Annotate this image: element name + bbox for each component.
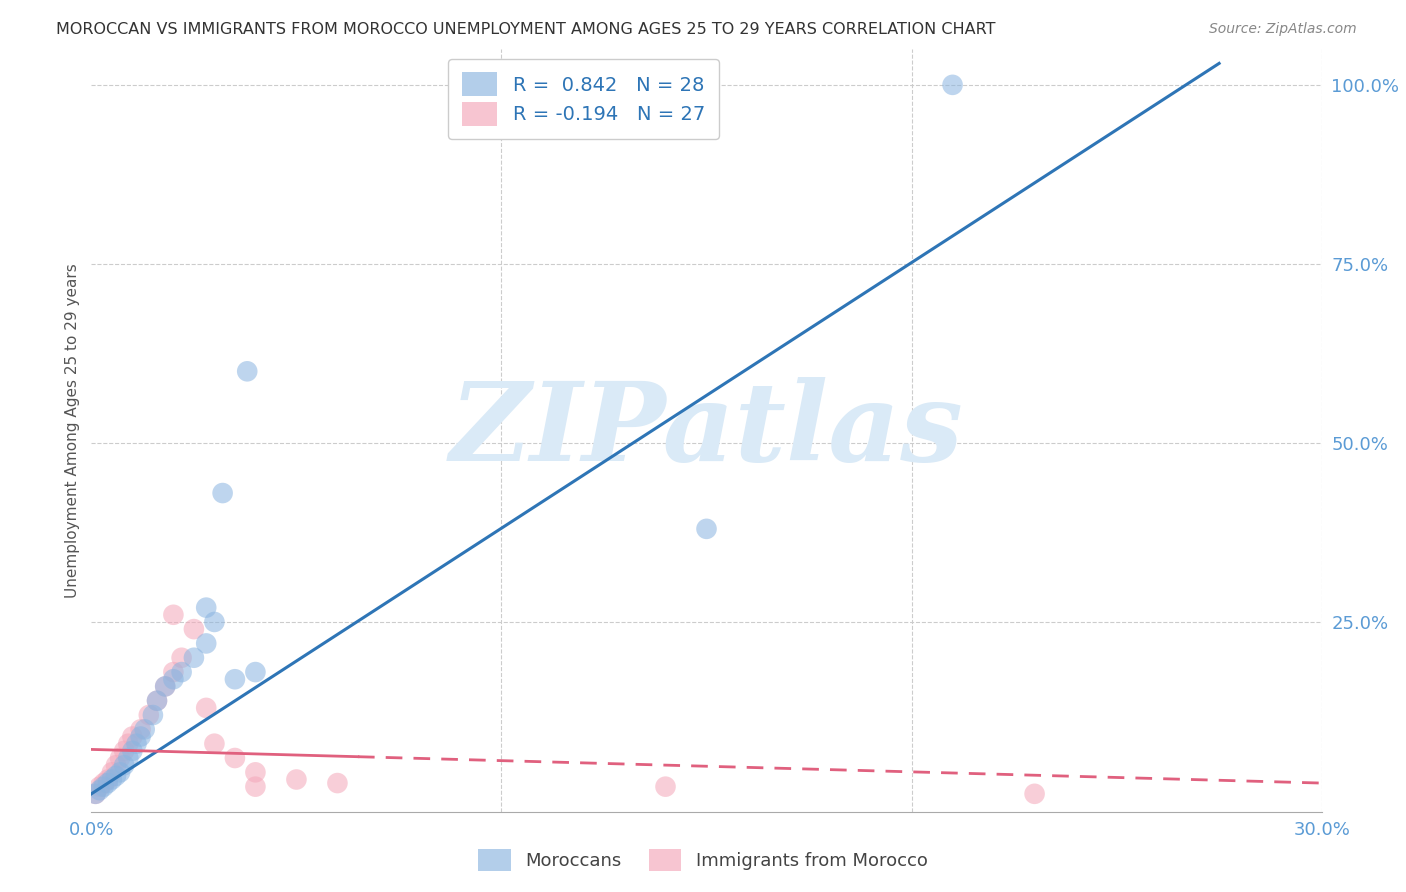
- Point: [93, 776, 115, 790]
- Point: [224, 672, 246, 686]
- Point: [202, 615, 225, 629]
- Point: [146, 694, 169, 708]
- Point: [89, 783, 111, 797]
- Y-axis label: Unemployment Among Ages 25 to 29 years: Unemployment Among Ages 25 to 29 years: [65, 263, 80, 598]
- Point: [112, 758, 135, 772]
- Point: [112, 744, 135, 758]
- Point: [97, 776, 120, 790]
- Point: [195, 701, 218, 715]
- Legend: R =  0.842   N = 28, R = -0.194   N = 27: R = 0.842 N = 28, R = -0.194 N = 27: [449, 59, 718, 139]
- Point: [101, 772, 124, 787]
- Point: [134, 723, 156, 737]
- Point: [245, 780, 267, 794]
- Point: [129, 723, 152, 737]
- Text: MOROCCAN VS IMMIGRANTS FROM MOROCCO UNEMPLOYMENT AMONG AGES 25 TO 29 YEARS CORRE: MOROCCAN VS IMMIGRANTS FROM MOROCCO UNEM…: [56, 22, 995, 37]
- Point: [183, 650, 205, 665]
- Point: [162, 607, 184, 622]
- Point: [105, 769, 127, 783]
- Point: [117, 737, 139, 751]
- Point: [121, 730, 143, 744]
- Point: [695, 522, 717, 536]
- Point: [170, 665, 193, 679]
- Point: [183, 622, 205, 636]
- Point: [1024, 787, 1046, 801]
- Point: [326, 776, 349, 790]
- Point: [84, 787, 107, 801]
- Point: [108, 751, 131, 765]
- Point: [117, 751, 139, 765]
- Point: [121, 744, 143, 758]
- Point: [142, 708, 165, 723]
- Point: [942, 78, 965, 92]
- Text: Source: ZipAtlas.com: Source: ZipAtlas.com: [1209, 22, 1357, 37]
- Point: [162, 665, 184, 679]
- Point: [202, 737, 225, 751]
- Legend: Moroccans, Immigrants from Morocco: Moroccans, Immigrants from Morocco: [471, 842, 935, 879]
- Point: [138, 708, 160, 723]
- Point: [84, 787, 107, 801]
- Point: [245, 665, 267, 679]
- Point: [245, 765, 267, 780]
- Point: [93, 780, 115, 794]
- Point: [129, 730, 152, 744]
- Point: [236, 364, 259, 378]
- Point: [108, 765, 131, 780]
- Point: [97, 772, 120, 787]
- Point: [195, 600, 218, 615]
- Point: [89, 780, 111, 794]
- Point: [224, 751, 246, 765]
- Point: [170, 650, 193, 665]
- Point: [101, 765, 124, 780]
- Point: [162, 672, 184, 686]
- Point: [285, 772, 308, 787]
- Point: [153, 680, 177, 694]
- Text: ZIPatlas: ZIPatlas: [450, 376, 963, 484]
- Point: [125, 737, 148, 751]
- Point: [195, 636, 218, 650]
- Point: [153, 680, 177, 694]
- Point: [105, 758, 127, 772]
- Point: [654, 780, 676, 794]
- Point: [146, 694, 169, 708]
- Point: [211, 486, 233, 500]
